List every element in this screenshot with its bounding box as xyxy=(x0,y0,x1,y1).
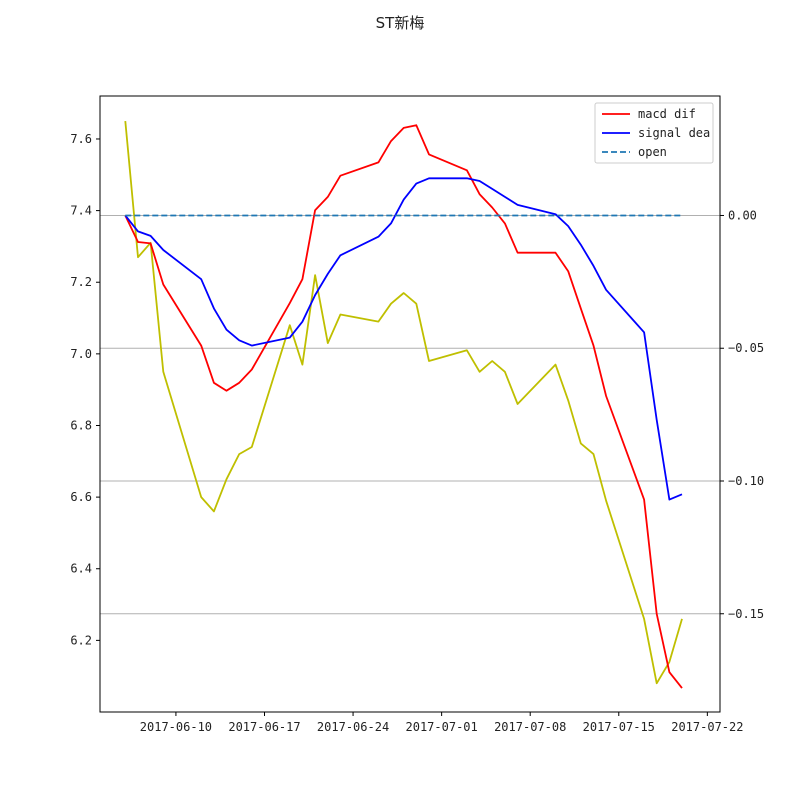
x-tick-label: 2017-07-01 xyxy=(406,720,478,734)
series-layer xyxy=(124,121,683,689)
chart-title: ST新梅 xyxy=(376,14,425,32)
legend-label: macd dif xyxy=(638,107,696,121)
y-left-tick-label: 6.2 xyxy=(70,633,92,647)
x-tick-label: 2017-07-22 xyxy=(671,720,743,734)
legend: macd dif signal dea open xyxy=(594,102,714,164)
y-right-tick-label: −0.05 xyxy=(728,341,764,355)
x-tick-label: 2017-06-17 xyxy=(228,720,300,734)
y-right-tick-label: 0.00 xyxy=(728,208,757,222)
x-tick-label: 2017-07-15 xyxy=(583,720,655,734)
y-left-tick-label: 7.4 xyxy=(70,204,92,218)
x-tick-label: 2017-06-10 xyxy=(140,720,212,734)
y-left-tick-label: 7.0 xyxy=(70,347,92,361)
y-right-tick-label: −0.15 xyxy=(728,607,764,621)
legend-label: open xyxy=(638,145,667,159)
y-left-tick-label: 7.6 xyxy=(70,132,92,146)
x-tick-label: 2017-07-08 xyxy=(494,720,566,734)
series-line-signal-dea xyxy=(124,177,683,501)
x-tick-label: 2017-06-24 xyxy=(317,720,389,734)
legend-label: signal dea xyxy=(638,126,710,140)
plot-frame xyxy=(99,95,721,713)
series-line-macd-dif xyxy=(124,124,683,689)
y-right-tick-label: −0.10 xyxy=(728,474,764,488)
axis-layer: 0.00 −0.05 −0.10 −0.15 6.2 6.4 6.6 6.8 7.0 7.2 7.4… xyxy=(70,132,764,734)
y-left-tick-label: 6.6 xyxy=(70,490,92,504)
y-left-tick-label: 6.8 xyxy=(70,418,92,432)
series-line-price xyxy=(124,121,683,685)
y-left-tick-label: 6.4 xyxy=(70,562,92,576)
grid-layer xyxy=(100,214,720,615)
legend-box xyxy=(594,102,714,164)
y-left-tick-label: 7.2 xyxy=(70,275,92,289)
